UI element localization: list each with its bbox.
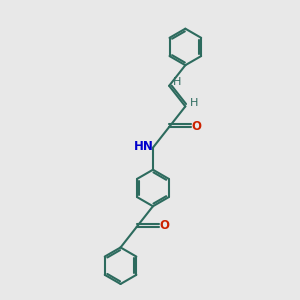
Text: HN: HN (134, 140, 154, 153)
Text: H: H (173, 77, 182, 87)
Text: O: O (159, 220, 169, 232)
Text: H: H (189, 98, 198, 108)
Text: O: O (191, 120, 202, 133)
